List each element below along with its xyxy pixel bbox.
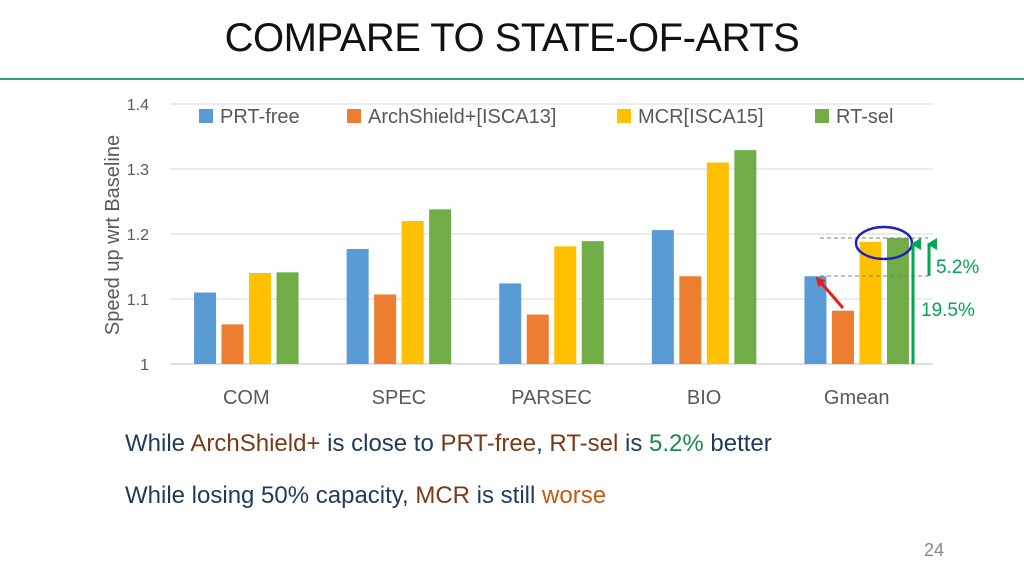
bar-rt-sel-bio [734, 150, 757, 364]
bar-prt-free-bio [651, 230, 674, 364]
title-divider [0, 78, 1024, 80]
caption1-rtsel: RT-sel [549, 430, 619, 457]
legend-label: PRT-free [220, 106, 300, 128]
bar-rt-sel-com [276, 272, 299, 364]
y-tick-label: 1.1 [127, 292, 149, 309]
bar-chart: 1 1.1 1.2 1.3 1.4 COM SPEC PARSEC BIO Gmean PRT-… [102, 97, 979, 409]
y-tick-label: 1 [140, 357, 149, 374]
x-category-label: SPEC [372, 387, 426, 409]
bar-prt-free-com [194, 292, 217, 364]
bar-mcr-isca15-parsec [554, 246, 577, 364]
caption-line-1: While ArchShield+ is close to PRT-free, … [125, 430, 772, 458]
caption2-text-b: is still [470, 482, 543, 509]
caption2-worse: worse [542, 482, 607, 509]
legend-label: RT-sel [836, 106, 893, 128]
caption1-text-d: better [703, 430, 772, 457]
legend-swatch [617, 109, 631, 123]
legend-label: MCR[ISCA15] [638, 106, 764, 128]
legend-swatch [199, 109, 213, 123]
bar-archshield-isca13-parsec [526, 314, 549, 364]
caption1-percent: 5.2% [649, 430, 704, 457]
slide-title: COMPARE TO STATE-OF-ARTS [224, 16, 800, 60]
x-category-label: PARSEC [511, 387, 592, 409]
bar-prt-free-gmean [804, 276, 827, 364]
bar-archshield-isca13-gmean [831, 310, 854, 364]
caption1-text-b: is close to [320, 430, 441, 457]
y-tick-label: 1.4 [127, 97, 149, 114]
annotation-19-5-percent: 19.5% [921, 300, 975, 321]
legend-swatch [815, 109, 829, 123]
annotation-5-2-percent: 5.2% [936, 257, 979, 278]
caption1-prtfree: PRT-free [440, 430, 537, 457]
caption1-comma: , [536, 430, 550, 457]
caption2-mcr: MCR [415, 482, 471, 509]
caption1-archshield: ArchShield+ [190, 430, 321, 457]
bar-rt-sel-spec [429, 209, 452, 364]
legend-label: ArchShield+[ISCA13] [368, 106, 556, 128]
caption2-text-a: While losing 50% capacity, [125, 482, 416, 509]
bar-prt-free-parsec [499, 283, 522, 364]
caption1-text-a: While [125, 430, 191, 457]
y-tick-label: 1.2 [127, 227, 149, 244]
y-axis-label: Speed up wrt Baseline [102, 135, 124, 335]
y-tick-label: 1.3 [127, 162, 149, 179]
bar-rt-sel-gmean [886, 237, 909, 364]
legend-swatch [347, 109, 361, 123]
x-category-label: Gmean [824, 387, 890, 409]
caption-line-2: While losing 50% capacity, MCR is still … [125, 482, 606, 510]
bar-prt-free-spec [346, 248, 369, 364]
bar-mcr-isca15-com [249, 273, 272, 364]
bar-mcr-isca15-gmean [859, 241, 882, 364]
red-arrow [815, 276, 845, 309]
caption1-text-c: is [618, 430, 649, 457]
bar-rt-sel-parsec [581, 241, 604, 364]
bar-mcr-isca15-bio [706, 162, 729, 364]
bar-archshield-isca13-spec [374, 294, 397, 364]
page-number: 24 [924, 540, 945, 560]
bar-archshield-isca13-bio [679, 276, 702, 364]
x-category-label: COM [223, 387, 270, 409]
bar-mcr-isca15-spec [401, 221, 424, 364]
x-category-label: BIO [687, 387, 721, 409]
bar-archshield-isca13-com [221, 324, 244, 364]
